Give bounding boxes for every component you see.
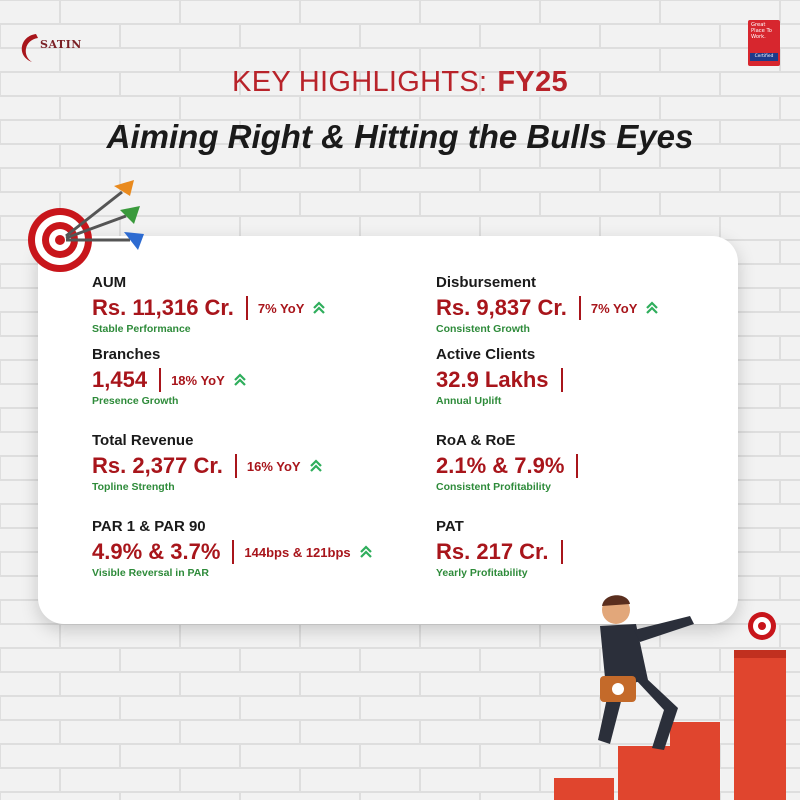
satin-logo-icon — [21, 34, 38, 62]
businessman-illustration — [554, 595, 786, 800]
metric-label: Branches — [92, 346, 161, 363]
metric-value-row: 2.1% & 7.9% — [436, 453, 588, 479]
metric-label: Total Revenue — [92, 432, 194, 449]
metric-value-row: 32.9 Lakhs — [436, 367, 573, 393]
satin-logo: SATIN — [14, 26, 94, 66]
metric-note: Visible Reversal in PAR — [92, 567, 209, 579]
metric-label: PAT — [436, 518, 464, 535]
title-year: FY25 — [497, 66, 568, 98]
up-chevron-icon — [359, 545, 372, 558]
metric-7: PAT Rs. 217 Cr. Yearly Profitability — [436, 518, 573, 579]
metric-separator — [232, 540, 235, 564]
metric-2: Branches 1,454 18% YoY Presence Growth — [92, 346, 247, 407]
metric-yoy: 7% YoY — [590, 300, 638, 316]
great-place-to-work-badge: Great Place To Work. Certified — [748, 20, 780, 66]
metric-yoy: 16% YoY — [246, 458, 301, 474]
metric-note: Presence Growth — [92, 395, 179, 407]
metric-value: 32.9 Lakhs — [436, 367, 549, 392]
page-subtitle: Aiming Right & Hitting the Bulls Eyes — [106, 118, 694, 155]
up-chevron-icon — [309, 459, 322, 472]
metric-label: Active Clients — [436, 346, 536, 363]
badge-certified: Certified — [750, 53, 778, 61]
metric-value: Rs. 9,837 Cr. — [436, 295, 567, 320]
metric-note: Consistent Profitability — [436, 481, 551, 493]
metric-4: Total Revenue Rs. 2,377 Cr. 16% YoY Topline… — [92, 432, 323, 493]
metric-label: PAR 1 & PAR 90 — [92, 518, 206, 535]
metric-value: 1,454 — [92, 367, 148, 392]
metric-value: Rs. 11,316 Cr. — [92, 295, 234, 320]
badge-text: Great Place To Work. — [751, 22, 772, 40]
up-chevron-icon — [313, 301, 326, 314]
metric-yoy: 7% YoY — [257, 300, 305, 316]
metric-note: Yearly Profitability — [436, 567, 528, 579]
metric-yoy: 144bps & 121bps — [244, 544, 351, 560]
metric-note: Topline Strength — [92, 481, 175, 493]
metric-3: Active Clients 32.9 Lakhs Annual Uplift — [436, 346, 573, 407]
metric-value: Rs. 217 Cr. — [436, 539, 549, 564]
metric-note: Stable Performance — [92, 323, 191, 335]
metric-value: 4.9% & 3.7% — [92, 539, 221, 564]
up-chevron-icon — [646, 301, 659, 314]
metric-1: Disbursement Rs. 9,837 Cr. 7% YoY Consisten… — [436, 274, 659, 335]
metric-separator — [234, 454, 237, 478]
metric-separator — [576, 454, 579, 478]
metric-0: AUM Rs. 11,316 Cr. 7% YoY Stable Performanc… — [92, 274, 326, 335]
metric-yoy: 18% YoY — [171, 372, 225, 388]
metric-value-row: Rs. 11,316 Cr. 7% YoY — [92, 295, 326, 321]
metric-label: RoA & RoE — [436, 432, 516, 449]
metric-value: Rs. 2,377 Cr. — [92, 453, 223, 478]
metric-value-row: Rs. 2,377 Cr. 16% YoY — [92, 453, 323, 479]
metric-6: PAR 1 & PAR 90 4.9% & 3.7% 144bps & 121bps… — [92, 518, 373, 579]
metric-separator — [560, 368, 563, 392]
metric-separator — [578, 296, 581, 320]
metric-value-row: 1,454 18% YoY — [92, 367, 247, 393]
metric-label: AUM — [92, 274, 127, 291]
metric-value-row: Rs. 9,837 Cr. 7% YoY — [436, 295, 659, 321]
metric-note: Annual Uplift — [436, 395, 502, 407]
metric-value: 2.1% & 7.9% — [436, 453, 565, 478]
metric-separator — [159, 368, 162, 392]
metric-5: RoA & RoE 2.1% & 7.9% Consistent Profitabi… — [436, 432, 588, 493]
bar-steps-icon — [554, 650, 786, 800]
highlights-card: AUM Rs. 11,316 Cr. 7% YoY Stable Performanc… — [38, 236, 738, 624]
logo-text: SATIN — [40, 38, 82, 51]
dartboard-icon — [28, 180, 144, 272]
metric-separator — [245, 296, 248, 320]
metric-separator — [560, 540, 563, 564]
up-chevron-icon — [234, 373, 246, 386]
page-title: KEY HIGHLIGHTS: FY25 — [0, 66, 800, 99]
metric-value-row: Rs. 217 Cr. — [436, 539, 573, 565]
metric-value-row: 4.9% & 3.7% 144bps & 121bps — [92, 539, 373, 565]
metric-label: Disbursement — [436, 274, 537, 291]
title-text: KEY HIGHLIGHTS: — [232, 66, 488, 98]
metric-note: Consistent Growth — [436, 323, 530, 335]
